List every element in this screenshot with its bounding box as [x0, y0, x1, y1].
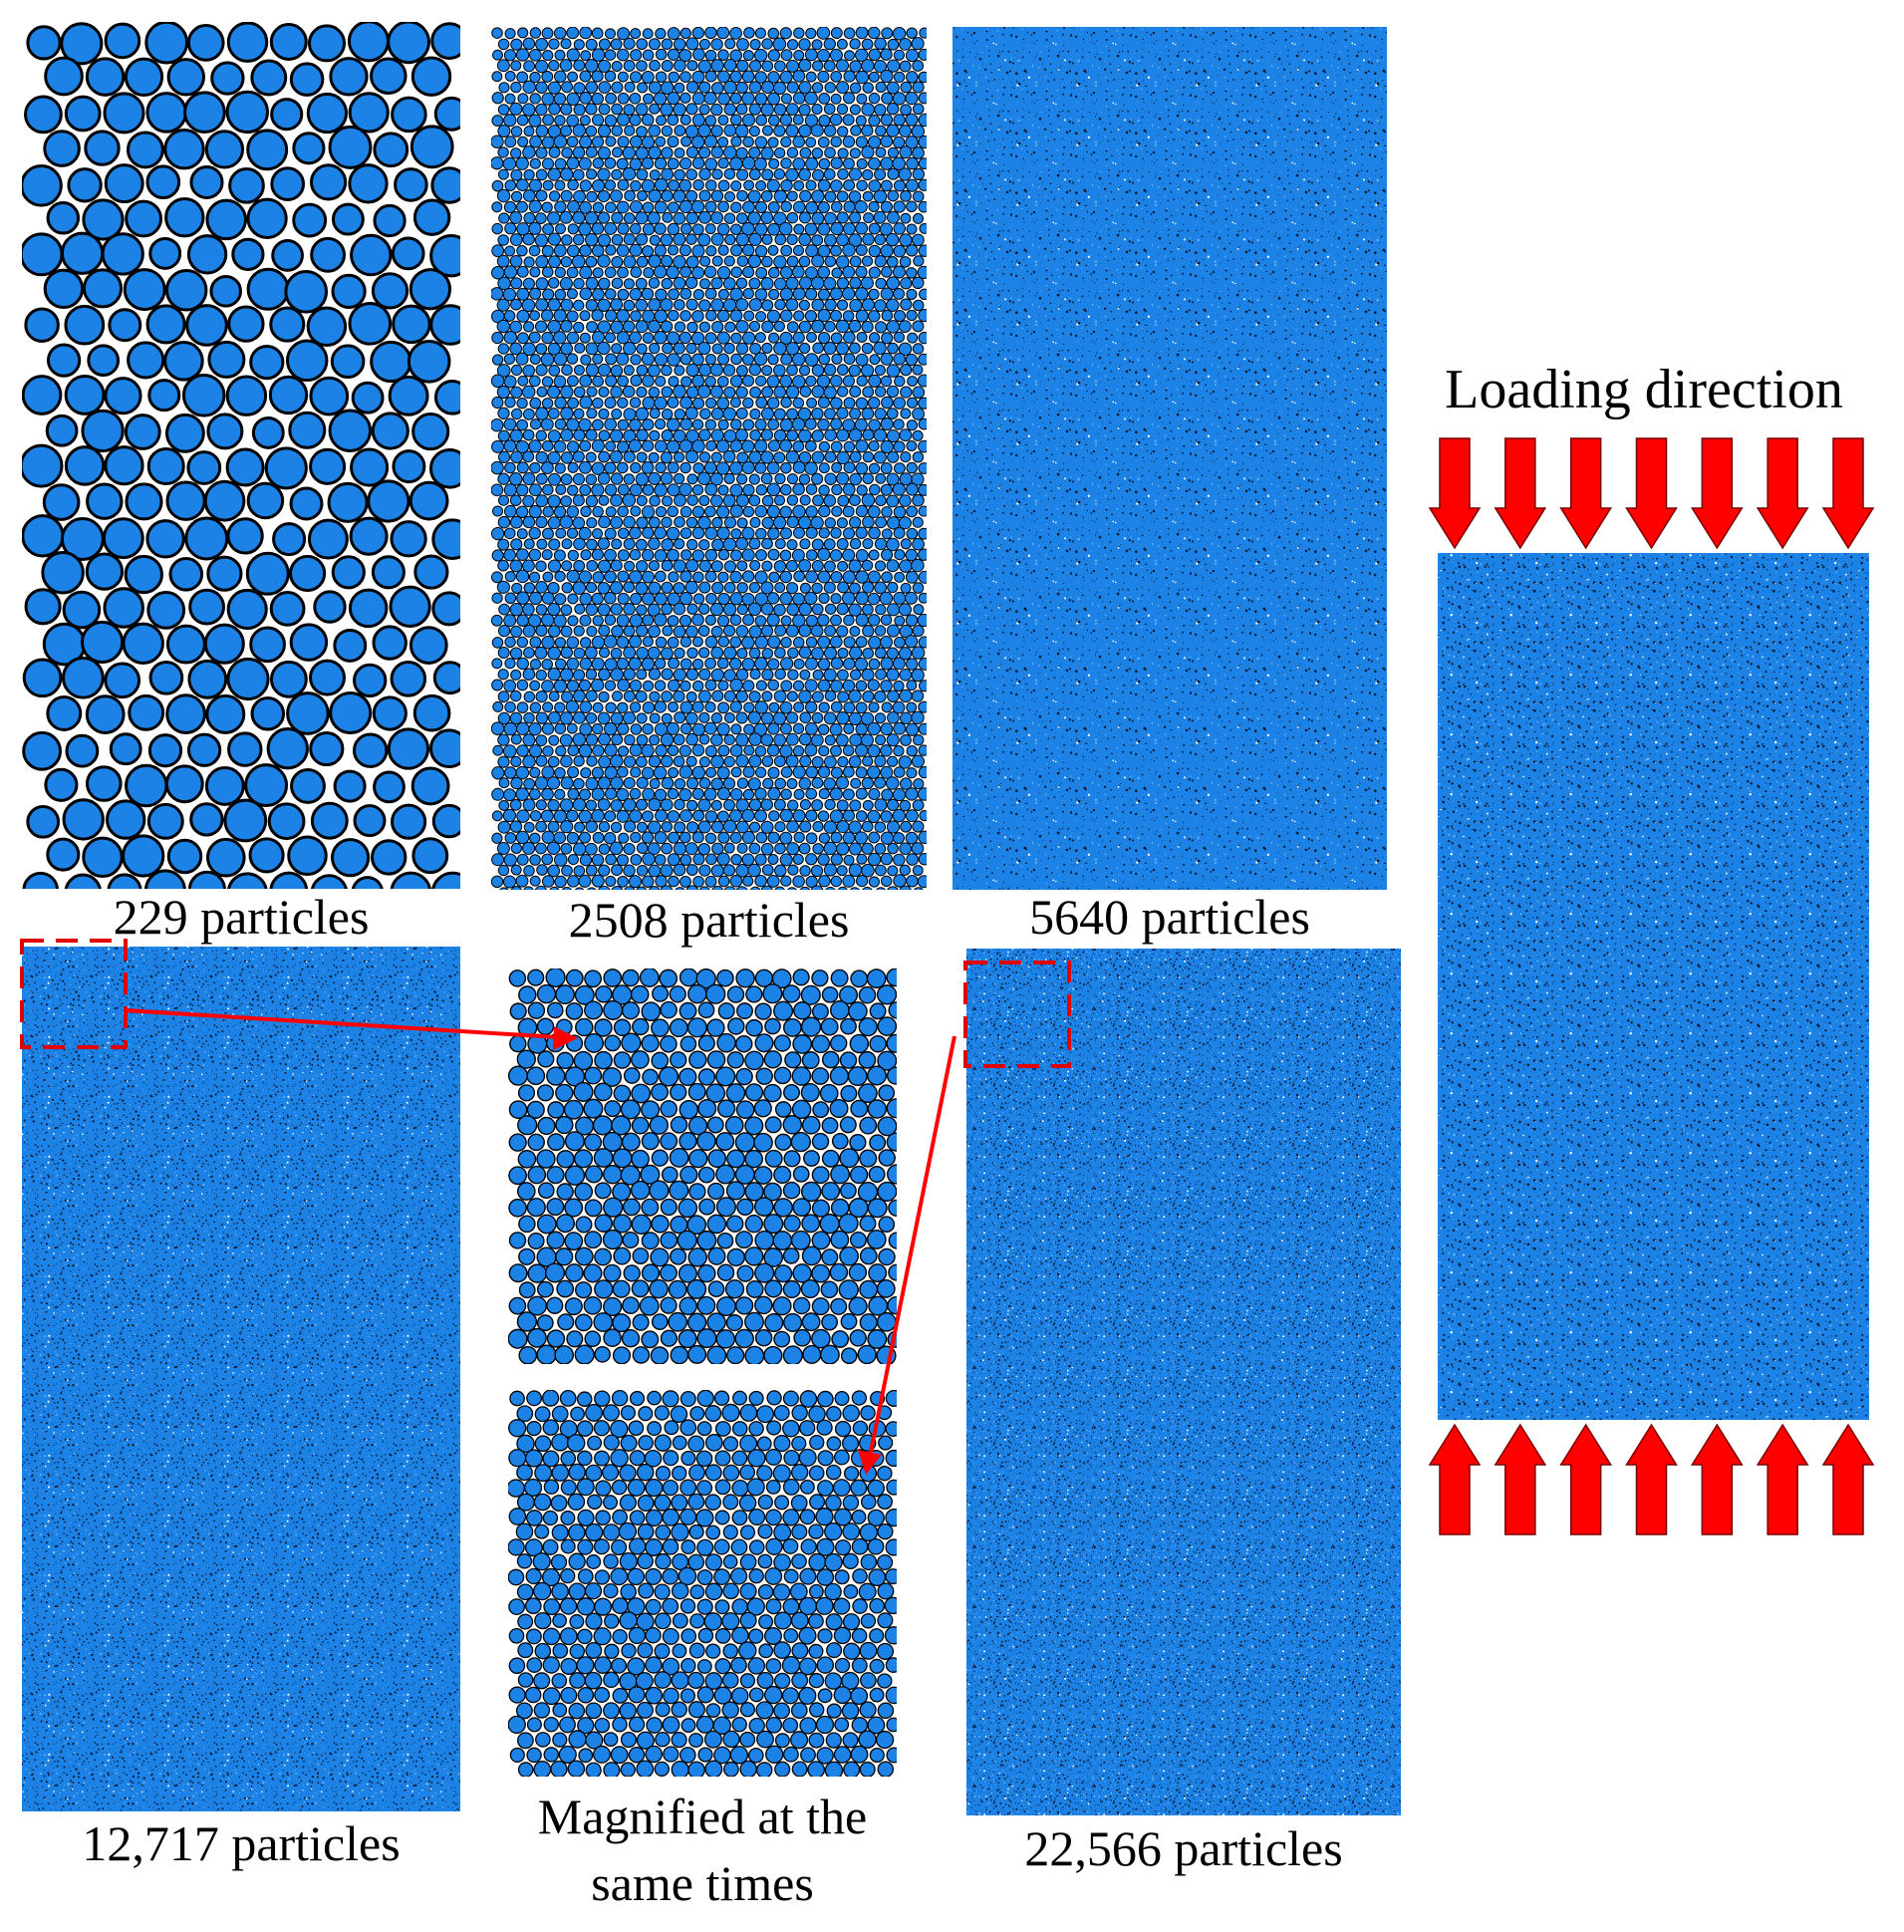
arrow-up-icon: [1559, 1423, 1613, 1535]
particles: [508, 968, 897, 1364]
particles: [966, 949, 1401, 1815]
arrow-down-icon: [1821, 437, 1875, 550]
sample-5640-panel: [952, 27, 1387, 890]
sample-22566-panel: [966, 949, 1401, 1815]
sample-22566-label: 22,566 particles: [1024, 1820, 1343, 1876]
particles: [22, 947, 460, 1811]
arrow-up-icon: [1821, 1423, 1875, 1535]
loaded-sample-panel: [1438, 553, 1869, 1420]
sample-12717-label: 12,717 particles: [82, 1815, 401, 1871]
arrow-up-icon: [1428, 1423, 1482, 1535]
loading-direction-label: Loading direction: [1445, 359, 1843, 420]
arrow-down-icon: [1756, 437, 1809, 550]
loading-arrows-top: [1428, 437, 1875, 550]
sample-2508-panel: [491, 27, 927, 890]
particles: [22, 22, 460, 889]
arrow-up-icon: [1756, 1423, 1809, 1535]
arrow-up-icon: [1690, 1423, 1744, 1535]
particles: [1438, 553, 1869, 1420]
magnified-view-bottom: [508, 1390, 897, 1777]
loading-arrows-bottom: [1428, 1423, 1875, 1535]
arrow-down-icon: [1494, 437, 1547, 550]
arrow-up-icon: [1625, 1423, 1678, 1535]
sample-2508-label: 2508 particles: [568, 892, 850, 948]
sample-5640-label: 5640 particles: [1029, 889, 1310, 945]
arrow-up-icon: [1494, 1423, 1547, 1535]
particles: [491, 27, 927, 890]
magnified-view-top: [508, 968, 897, 1364]
particles: [508, 1390, 897, 1777]
arrow-down-icon: [1690, 437, 1744, 550]
arrow-down-icon: [1428, 437, 1482, 550]
magnified-label-line2: same times: [591, 1855, 814, 1911]
arrow-down-icon: [1559, 437, 1613, 550]
sample-12717-panel: [22, 947, 460, 1811]
sample-229-label: 229 particles: [113, 889, 370, 945]
sample-229-panel: [22, 22, 460, 889]
magnified-label-line1: Magnified at the: [537, 1789, 868, 1844]
particles: [952, 27, 1387, 890]
arrow-down-icon: [1625, 437, 1678, 550]
